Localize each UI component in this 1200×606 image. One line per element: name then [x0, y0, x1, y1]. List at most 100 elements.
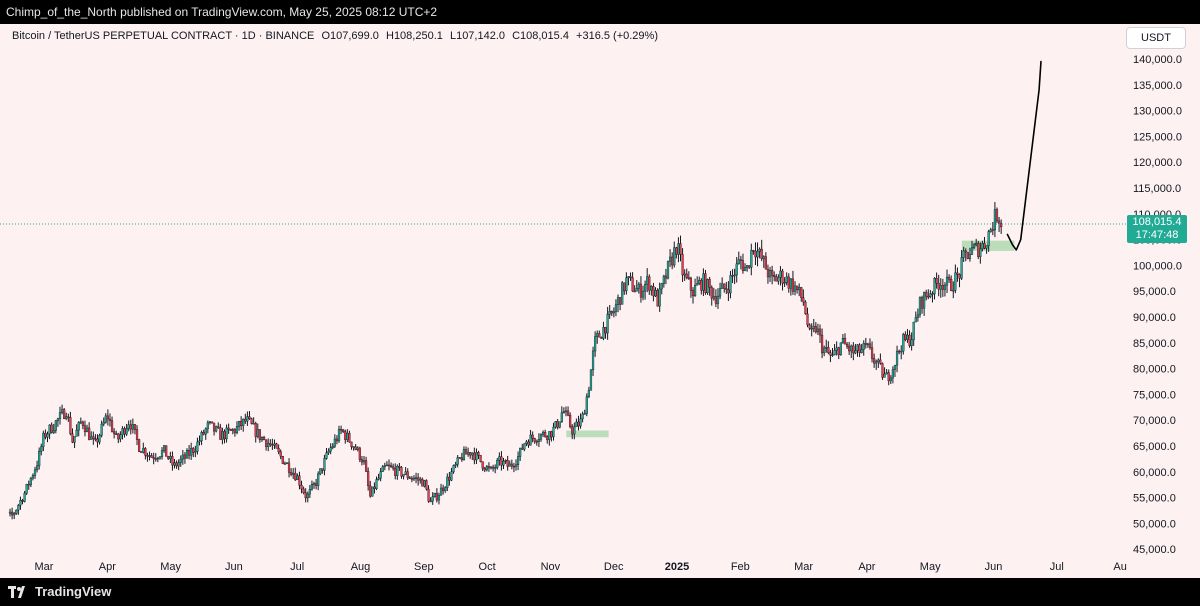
candle-body: [629, 276, 632, 279]
candle-body: [752, 250, 755, 252]
candle-body: [325, 452, 328, 459]
y-tick-label: 100,000.0: [1133, 260, 1182, 272]
candle-body: [696, 283, 699, 286]
candle-body: [773, 275, 776, 277]
candle-body: [244, 418, 247, 422]
candle-body: [240, 421, 243, 426]
candle-body: [693, 285, 697, 297]
candle-body: [927, 296, 930, 298]
candle-body: [785, 276, 788, 283]
candle-body: [260, 437, 264, 441]
candle-body: [800, 287, 803, 298]
candle-body: [113, 431, 116, 434]
candle-body: [346, 432, 349, 440]
candle-body: [367, 471, 370, 487]
candle-body: [641, 290, 645, 298]
candle-body: [933, 277, 936, 295]
price-chart[interactable]: 140,000.0 135,000.0 130,000.0 125,000.0 120,…: [0, 24, 1200, 578]
y-tick-label: 90,000.0: [1133, 312, 1176, 324]
candle-body: [810, 328, 813, 330]
candle-body: [950, 279, 953, 291]
candle-body: [215, 426, 218, 432]
candle-body: [806, 313, 809, 326]
candle-body: [371, 486, 374, 497]
candle-body: [527, 441, 530, 446]
candle-body: [610, 310, 613, 314]
candle-body: [729, 275, 732, 294]
candle-body: [777, 277, 780, 282]
candle-body: [140, 451, 143, 453]
candle-body: [612, 311, 615, 314]
candle-body: [290, 472, 293, 475]
candle-body: [895, 350, 899, 366]
candle-body: [885, 372, 888, 375]
candle-body: [425, 480, 428, 490]
candle-body: [429, 500, 432, 503]
candle-body: [11, 511, 14, 516]
candle-body: [71, 433, 74, 443]
candle-body: [981, 243, 984, 250]
candle-body: [562, 411, 565, 414]
candle-body: [460, 457, 463, 461]
candle-body: [450, 471, 453, 481]
x-tick-label: Au: [1113, 561, 1126, 573]
y-tick-label: 85,000.0: [1133, 338, 1176, 350]
candle-body: [856, 344, 859, 351]
candle-body: [92, 436, 95, 439]
ohlc-close: C108,015.4: [512, 30, 569, 42]
candle-body: [995, 209, 999, 222]
candle-body: [160, 450, 164, 457]
y-tick-label: 70,000.0: [1133, 415, 1176, 427]
candle-body: [602, 327, 605, 339]
candle-body: [606, 314, 609, 334]
candle-body: [825, 347, 828, 349]
candle-body: [912, 321, 915, 341]
candle-body: [906, 334, 909, 340]
candle-body: [637, 283, 640, 289]
candle-body: [716, 295, 720, 304]
candle-body: [943, 284, 947, 290]
candle-body: [15, 509, 18, 514]
chart-panel[interactable]: 140,000.0 135,000.0 130,000.0 125,000.0 120,…: [0, 24, 1200, 578]
candle-body: [125, 428, 128, 435]
tradingview-brand[interactable]: TradingView: [8, 583, 111, 601]
candle-body: [52, 430, 55, 433]
candle-body: [44, 432, 47, 438]
candle-body: [496, 460, 499, 468]
candle-body: [335, 438, 339, 442]
candle-body: [775, 276, 778, 282]
candle-body: [552, 426, 555, 438]
candle-body: [427, 488, 430, 502]
candle-body: [516, 456, 520, 466]
candle-body: [381, 466, 384, 472]
candle-body: [435, 492, 438, 501]
candle-body: [106, 415, 109, 420]
candle-body: [764, 256, 767, 270]
candle-body: [691, 290, 695, 297]
candle-body: [469, 452, 472, 456]
currency-button[interactable]: USDT: [1126, 27, 1186, 49]
candle-body: [115, 433, 118, 435]
candle-body: [298, 475, 301, 486]
tradingview-logo-icon: [8, 586, 25, 598]
candle-body: [433, 492, 436, 497]
candle-body: [700, 279, 703, 291]
candle-body: [229, 429, 232, 431]
candle-body: [208, 421, 212, 423]
candle-body: [870, 347, 874, 359]
y-tick-label: 135,000.0: [1133, 80, 1182, 92]
candle-body: [573, 426, 576, 435]
candle-body: [771, 270, 774, 276]
projection-drawing[interactable]: [1006, 60, 1042, 251]
candle-body: [271, 444, 274, 446]
candle-body: [639, 283, 643, 298]
candle-body: [21, 500, 24, 502]
symbol-title[interactable]: Bitcoin / TetherUS PERPETUAL CONTRACT · …: [12, 30, 315, 42]
candle-body: [321, 468, 324, 471]
candle-body: [38, 451, 41, 467]
candle-body: [556, 421, 559, 428]
candle-body: [192, 448, 195, 453]
candle-body: [929, 293, 932, 297]
x-tick-label: Apr: [858, 561, 875, 573]
candle-body: [35, 465, 39, 471]
